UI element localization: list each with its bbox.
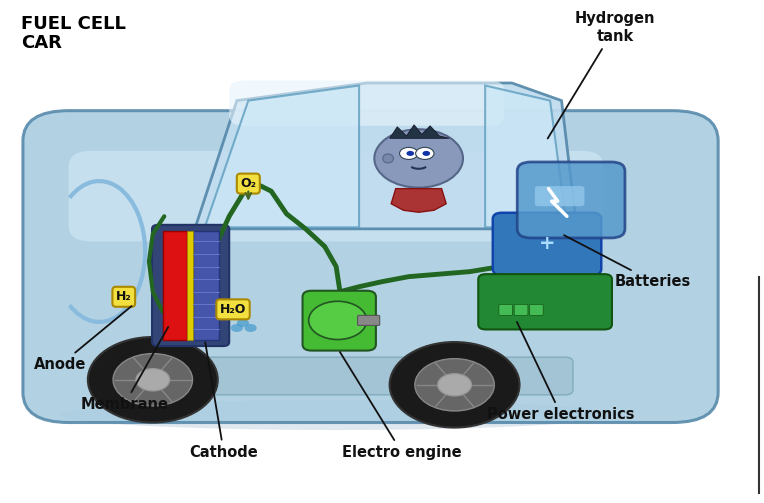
Circle shape	[237, 319, 249, 327]
Circle shape	[406, 151, 414, 156]
Text: Electro engine: Electro engine	[340, 352, 462, 460]
Text: O₂: O₂	[241, 177, 256, 190]
FancyBboxPatch shape	[517, 162, 625, 238]
FancyBboxPatch shape	[478, 274, 612, 329]
Circle shape	[309, 301, 367, 340]
Polygon shape	[195, 83, 577, 229]
Text: H₂O: H₂O	[220, 303, 246, 316]
Circle shape	[113, 354, 193, 406]
FancyBboxPatch shape	[535, 186, 584, 206]
FancyBboxPatch shape	[187, 231, 193, 340]
FancyBboxPatch shape	[229, 80, 504, 126]
Circle shape	[88, 337, 218, 423]
FancyBboxPatch shape	[514, 304, 528, 315]
FancyBboxPatch shape	[529, 304, 543, 315]
FancyBboxPatch shape	[193, 231, 219, 340]
Polygon shape	[390, 125, 449, 138]
Circle shape	[374, 129, 463, 188]
Polygon shape	[391, 189, 446, 212]
Ellipse shape	[61, 400, 611, 430]
FancyBboxPatch shape	[69, 151, 604, 241]
FancyBboxPatch shape	[499, 304, 513, 315]
Ellipse shape	[383, 154, 393, 163]
Text: +: +	[539, 234, 555, 254]
Text: FUEL CELL
CAR: FUEL CELL CAR	[21, 15, 125, 52]
Circle shape	[438, 374, 471, 396]
FancyBboxPatch shape	[303, 291, 376, 351]
Circle shape	[415, 359, 494, 411]
Circle shape	[422, 151, 430, 156]
Text: H₂: H₂	[116, 290, 131, 303]
FancyBboxPatch shape	[163, 231, 187, 340]
Polygon shape	[485, 86, 567, 227]
Text: Cathode: Cathode	[189, 342, 258, 460]
FancyBboxPatch shape	[358, 315, 380, 325]
Circle shape	[231, 324, 243, 332]
Text: Batteries: Batteries	[564, 235, 691, 289]
FancyBboxPatch shape	[23, 111, 718, 423]
Circle shape	[416, 147, 434, 159]
FancyBboxPatch shape	[152, 225, 229, 346]
Circle shape	[400, 147, 418, 159]
Text: Power electronics: Power electronics	[487, 322, 635, 423]
FancyBboxPatch shape	[493, 213, 601, 275]
Circle shape	[244, 324, 257, 332]
Text: Membrane: Membrane	[80, 327, 168, 412]
Polygon shape	[205, 86, 359, 227]
Circle shape	[136, 369, 170, 391]
Text: Hydrogen
tank: Hydrogen tank	[548, 12, 656, 138]
Text: Anode: Anode	[34, 306, 131, 372]
Circle shape	[390, 342, 520, 428]
FancyBboxPatch shape	[122, 357, 573, 395]
